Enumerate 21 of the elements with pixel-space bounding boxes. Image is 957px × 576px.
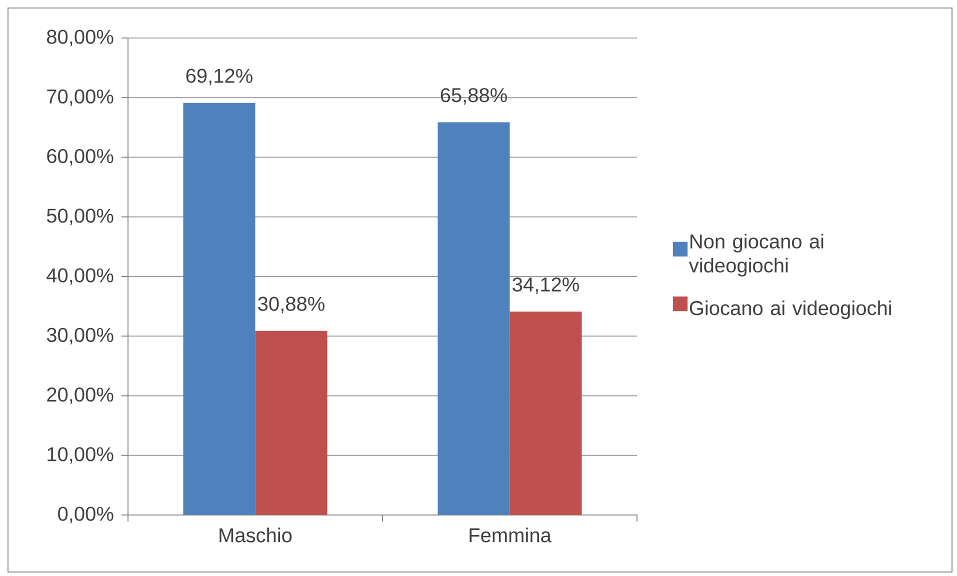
bar [438, 122, 510, 515]
data-label: 30,88% [258, 296, 324, 314]
y-tick-label: 50,00% [46, 208, 114, 226]
bar [510, 312, 582, 515]
data-label: 34,12% [512, 277, 579, 294]
bar [183, 102, 256, 515]
y-tick-label: 20,00% [47, 387, 114, 404]
data-label: 69,12% [186, 68, 252, 86]
y-tick-label: 60,00% [47, 149, 114, 166]
y-tick-label: 30,00% [46, 328, 114, 344]
legend-label: Giocano ai videogiochi [690, 300, 891, 320]
bar [255, 330, 328, 515]
y-tick-label: 40,00% [46, 268, 114, 285]
y-tick-label: 0,00% [58, 506, 114, 524]
y-tick-label: 70,00% [47, 89, 114, 106]
data-label: 65,88% [440, 88, 507, 105]
y-tick-label: 10,00% [48, 447, 114, 464]
y-tick-label: 80,00% [47, 30, 114, 46]
x-tick-label: Femmina [470, 528, 552, 542]
x-tick-label: Maschio [220, 528, 292, 542]
legend-label: Non giocano ai videogiochi [688, 234, 824, 276]
